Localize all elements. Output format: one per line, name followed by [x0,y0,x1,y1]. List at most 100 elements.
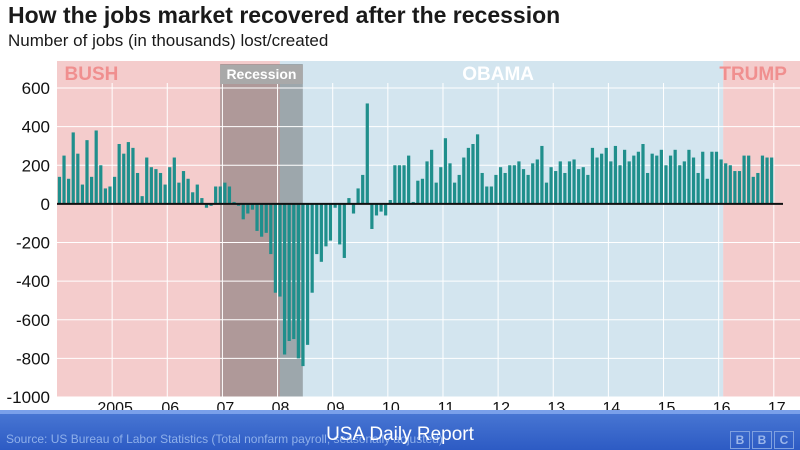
bar [526,174,530,204]
bar [650,153,654,204]
bar [181,171,186,204]
bar [645,172,650,204]
bar [282,203,287,355]
bar [260,203,264,237]
bar [443,138,448,204]
bar [535,159,539,204]
bar [195,184,199,204]
recession-label-bg [220,65,303,84]
bar [581,167,585,204]
bar [273,203,278,293]
bar [475,134,480,204]
bar [264,203,268,233]
bars [57,103,774,367]
source-note: Source: US Bureau of Labor Statistics (T… [6,432,443,446]
bar [563,172,567,204]
y-tick-label: 400 [22,118,50,137]
brand-name: USA Daily Report [326,424,474,445]
bar [186,178,190,204]
bar [728,165,732,204]
bar [439,167,443,204]
bar [177,182,181,204]
bar [682,161,686,204]
bar [600,153,604,204]
bar [710,151,714,204]
bar [751,176,755,204]
bar [673,149,677,204]
bar [379,203,383,212]
bar [452,182,457,204]
bar [301,203,305,367]
bar [384,203,388,216]
period-band-obama [279,61,724,397]
bar [462,157,466,204]
footer-bar: Source: US Bureau of Labor Statistics (T… [0,410,800,450]
y-tick-label: 0 [41,195,50,214]
bar [319,203,323,262]
bar [485,186,489,204]
y-tick-label: -600 [16,311,50,330]
bar [356,188,360,204]
bar [89,176,94,204]
bar [315,203,319,255]
y-tick-label: 200 [22,156,50,175]
bar [691,157,696,204]
bar [471,144,475,204]
y-tick-label: -400 [16,272,50,291]
bar [154,169,158,204]
bar [388,200,392,204]
bar [296,203,300,359]
bar [163,184,167,204]
bar [338,203,342,245]
bar [737,171,742,204]
bar [214,186,218,204]
y-tick-label: -800 [16,349,50,368]
bar [590,147,595,204]
bar [310,203,314,293]
bar [94,130,98,204]
period-band-trump [723,61,800,397]
bar [168,167,172,204]
bar [135,172,140,204]
bar [62,155,66,204]
bar [664,165,668,204]
bar [668,155,673,204]
bar [370,203,374,229]
bar [586,174,590,204]
bar [112,176,117,204]
bar [623,149,627,204]
bar [466,147,470,204]
bar [108,186,112,204]
bar [517,161,521,204]
bar [430,149,434,204]
bar [613,145,618,204]
bar [204,203,209,208]
footer-rule [0,410,800,414]
bar [287,203,291,341]
bar [333,203,337,208]
bar [71,132,75,204]
bar [554,171,558,204]
bar [747,155,751,204]
bar [328,203,333,241]
bar [719,159,723,204]
bar [742,155,746,204]
bar [498,167,503,204]
bar [434,182,438,204]
bar [76,153,80,204]
bar [678,165,682,204]
logo-letter-c: C [774,431,794,449]
bar [595,157,599,204]
bar [223,182,227,204]
chart-title: How the jobs market recovered after the … [8,2,561,28]
bar [770,157,774,204]
logo-letter-b1: B [730,431,750,449]
bar [67,178,71,204]
bar [696,172,700,204]
bar [724,163,728,204]
bar [172,157,176,204]
bbc-logo: B B C [730,431,794,449]
bar [103,188,107,204]
bar [659,149,663,204]
